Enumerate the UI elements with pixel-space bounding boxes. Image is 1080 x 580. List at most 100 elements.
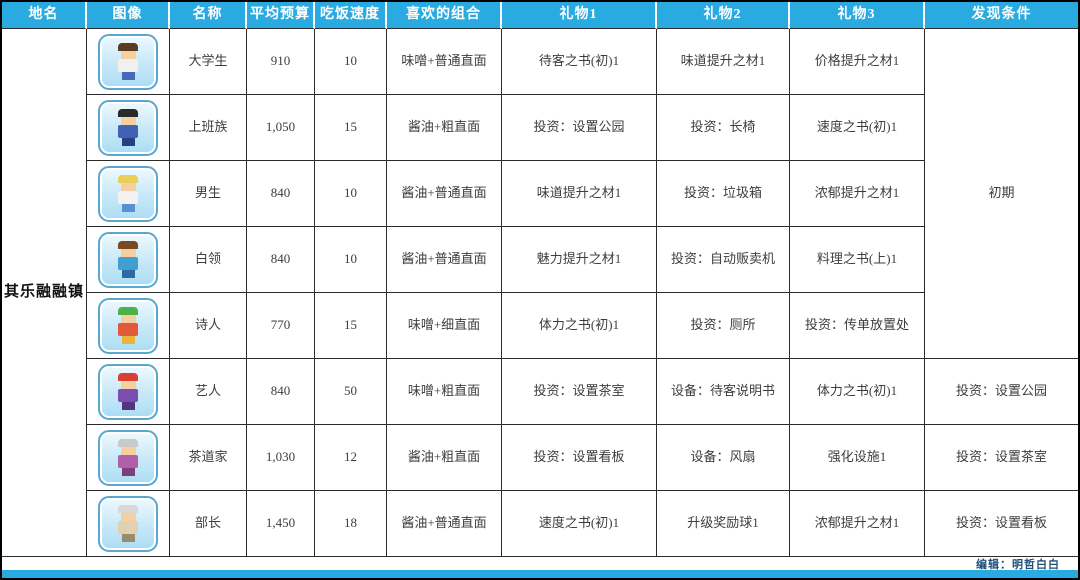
gift-3: 浓郁提升之材1	[790, 161, 925, 227]
gift-2: 投资：自动贩卖机	[657, 227, 790, 293]
gift-2: 升级奖励球1	[657, 491, 790, 557]
header-speed: 吃饭速度	[315, 2, 387, 29]
character-sprite-frame	[98, 99, 158, 156]
gift-1: 体力之书(初)1	[502, 293, 657, 359]
character-sprite-frame	[98, 231, 158, 288]
character-name: 部长	[170, 491, 247, 557]
gift-2: 投资：垃圾箱	[657, 161, 790, 227]
gift-1: 投资：设置公园	[502, 95, 657, 161]
character-sprite-frame	[98, 363, 158, 420]
eating-speed: 18	[315, 491, 387, 557]
character-image-cell	[87, 29, 170, 95]
favorite-combo: 味噌+粗直面	[387, 359, 502, 425]
character-sprite-frame	[98, 33, 158, 90]
header-gift1: 礼物1	[502, 2, 657, 29]
gift-1: 投资：设置看板	[502, 425, 657, 491]
favorite-combo: 味噌+细直面	[387, 293, 502, 359]
sprite-face	[120, 447, 136, 455]
sprite-face	[120, 51, 136, 59]
average-budget: 1,030	[247, 425, 315, 491]
gift-3: 速度之书(初)1	[790, 95, 925, 161]
sprite-face	[120, 183, 136, 191]
shared-condition-cell: 初期	[925, 29, 1078, 359]
character-sprite-frame	[98, 165, 158, 222]
sprite-legs	[121, 402, 135, 410]
average-budget: 840	[247, 227, 315, 293]
sprite-legs	[121, 468, 135, 476]
character-sprite	[118, 43, 138, 80]
gift-2: 设备：待客说明书	[657, 359, 790, 425]
sprite-hair	[118, 505, 138, 513]
character-name: 大学生	[170, 29, 247, 95]
sprite-legs	[121, 534, 135, 542]
header-place: 地名	[2, 2, 87, 29]
sprite-face	[120, 315, 136, 323]
sprite-body	[118, 191, 138, 204]
gift-2: 味道提升之材1	[657, 29, 790, 95]
character-sprite	[118, 109, 138, 146]
gift-3: 价格提升之材1	[790, 29, 925, 95]
bottom-accent-bar	[2, 570, 1078, 578]
header-gift3: 礼物3	[790, 2, 925, 29]
eating-speed: 10	[315, 161, 387, 227]
sprite-legs	[121, 270, 135, 278]
gift-1: 速度之书(初)1	[502, 491, 657, 557]
sprite-hair	[118, 175, 138, 183]
character-sprite	[118, 175, 138, 212]
header-combo: 喜欢的组合	[387, 2, 502, 29]
header-budget: 平均预算	[247, 2, 315, 29]
sprite-legs	[121, 138, 135, 146]
sprite-hair	[118, 43, 138, 51]
discovery-condition: 投资：设置看板	[925, 491, 1078, 557]
sprite-face	[120, 513, 136, 521]
gift-3: 体力之书(初)1	[790, 359, 925, 425]
character-image-cell	[87, 359, 170, 425]
editor-credit: 编辑：明哲白白	[976, 558, 1060, 571]
sprite-hair	[118, 439, 138, 447]
favorite-combo: 味噌+普通直面	[387, 29, 502, 95]
eating-speed: 15	[315, 293, 387, 359]
eating-speed: 10	[315, 29, 387, 95]
character-image-cell	[87, 95, 170, 161]
discovery-condition: 投资：设置茶室	[925, 425, 1078, 491]
average-budget: 840	[247, 359, 315, 425]
gift-1: 投资：设置茶室	[502, 359, 657, 425]
character-sprite-frame	[98, 297, 158, 354]
sprite-hair	[118, 373, 138, 381]
gift-1: 味道提升之材1	[502, 161, 657, 227]
character-image-cell	[87, 425, 170, 491]
average-budget: 840	[247, 161, 315, 227]
average-budget: 910	[247, 29, 315, 95]
sprite-face	[120, 117, 136, 125]
sprite-body	[118, 59, 138, 72]
gift-3: 料理之书(上)1	[790, 227, 925, 293]
character-name: 诗人	[170, 293, 247, 359]
sprite-legs	[121, 336, 135, 344]
sprite-face	[120, 249, 136, 257]
gift-3: 投资：传单放置处	[790, 293, 925, 359]
gift-3: 强化设施1	[790, 425, 925, 491]
character-name: 男生	[170, 161, 247, 227]
character-sprite-frame	[98, 495, 158, 552]
character-sprite	[118, 307, 138, 344]
character-name: 上班族	[170, 95, 247, 161]
character-image-cell	[87, 491, 170, 557]
sprite-hair	[118, 241, 138, 249]
header-image: 图像	[87, 2, 170, 29]
gift-1: 待客之书(初)1	[502, 29, 657, 95]
character-image-cell	[87, 161, 170, 227]
favorite-combo: 酱油+粗直面	[387, 425, 502, 491]
favorite-combo: 酱油+普通直面	[387, 491, 502, 557]
sprite-hair	[118, 307, 138, 315]
sprite-legs	[121, 72, 135, 80]
sprite-body	[118, 257, 138, 270]
sprite-hair	[118, 109, 138, 117]
gift-2: 投资：长椅	[657, 95, 790, 161]
gift-2: 投资：厕所	[657, 293, 790, 359]
average-budget: 1,450	[247, 491, 315, 557]
character-name: 白领	[170, 227, 247, 293]
character-name: 艺人	[170, 359, 247, 425]
header-condition: 发现条件	[925, 2, 1078, 29]
sprite-body	[118, 323, 138, 336]
